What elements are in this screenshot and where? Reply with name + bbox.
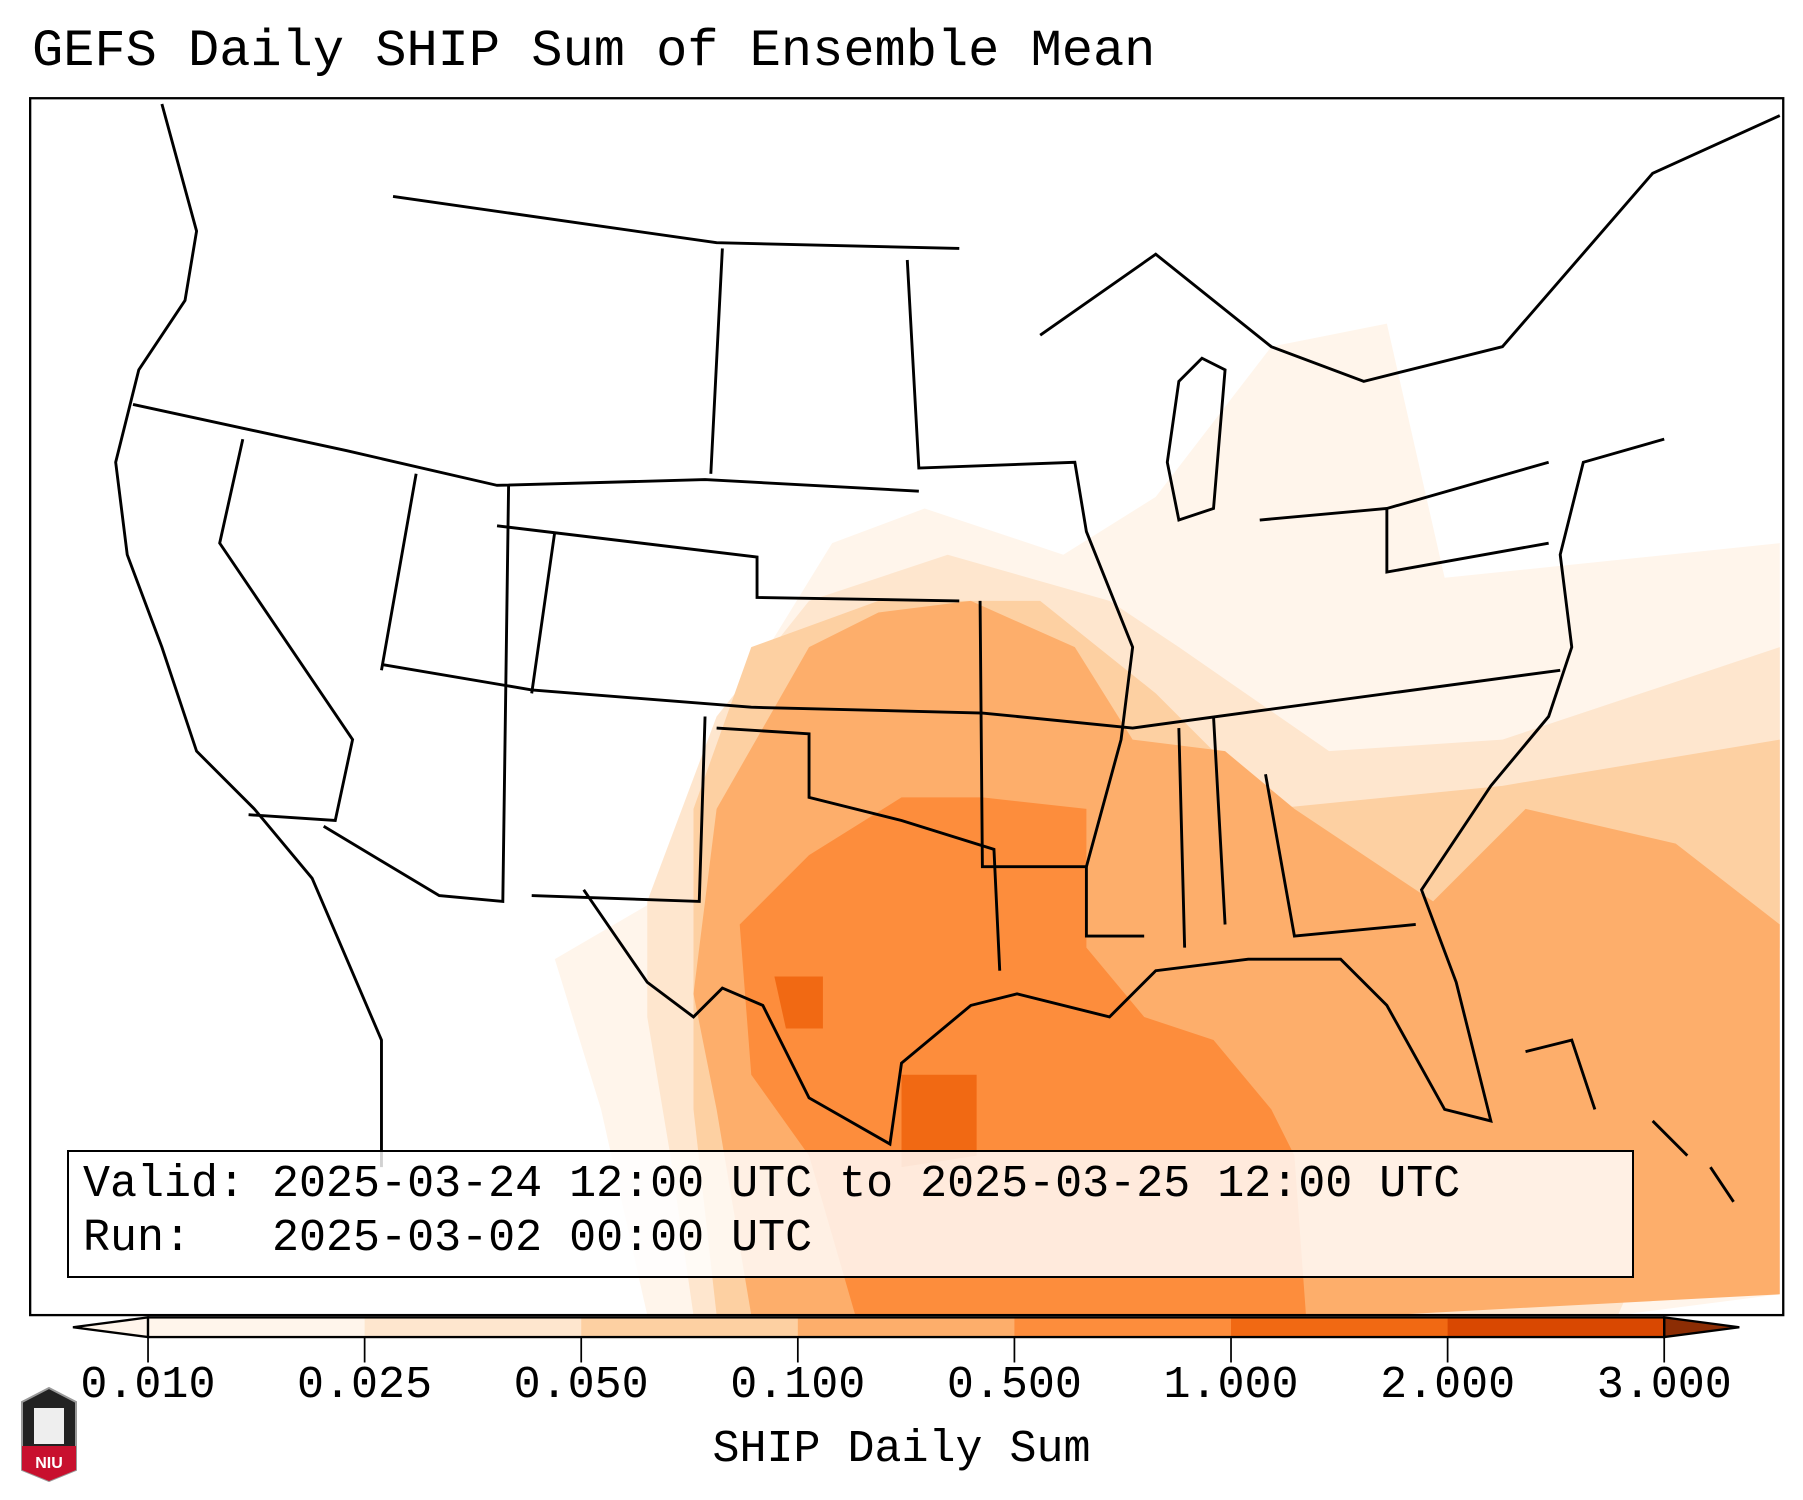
map-frame [29, 97, 1785, 1317]
colorbar-extend-max [1663, 1316, 1740, 1339]
svg-text:NIU: NIU [35, 1455, 63, 1472]
colorbar-tick-label: 0.500 [946, 1360, 1082, 1411]
colorbar-segment [1231, 1317, 1449, 1338]
colorbar [72, 1316, 1740, 1363]
colorbar-segment [364, 1317, 582, 1338]
info-box: Valid: 2025-03-24 12:00 UTC to 2025-03-2… [67, 1150, 1634, 1278]
colorbar-segment [1014, 1317, 1232, 1338]
colorbar-tick-label: 2.000 [1380, 1360, 1516, 1411]
colorbar-segment [1447, 1317, 1665, 1338]
shading-layer [554, 323, 1780, 1316]
run-label: Run: [83, 1213, 192, 1264]
colorbar-tick-label: 0.010 [80, 1360, 216, 1411]
chart-title: GEFS Daily SHIP Sum of Ensemble Mean [32, 22, 1156, 81]
colorbar-tick-label: 3.000 [1596, 1360, 1732, 1411]
colorbar-extend-min [72, 1316, 150, 1339]
colorbar-tick-label: 0.050 [513, 1360, 649, 1411]
colorbar-segment [797, 1317, 1015, 1338]
colorbar-tick-label: 0.100 [730, 1360, 866, 1411]
colorbar-segment [581, 1317, 799, 1338]
valid-value: 2025-03-24 12:00 UTC to 2025-03-25 12:00… [272, 1159, 1461, 1210]
colorbar-tick-label: 1.000 [1163, 1360, 1299, 1411]
colorbar-outline [146, 1316, 1666, 1339]
run-value: 2025-03-02 00:00 UTC [272, 1213, 813, 1264]
colorbar-tick-label: 0.025 [297, 1360, 433, 1411]
colorbar-segment [148, 1317, 366, 1338]
valid-label: Valid: [83, 1159, 246, 1210]
niu-logo: NIU [21, 1386, 77, 1482]
boundaries [114, 103, 1781, 1203]
shade-1.0 [774, 976, 977, 1168]
colorbar-label: SHIP Daily Sum [712, 1424, 1091, 1475]
